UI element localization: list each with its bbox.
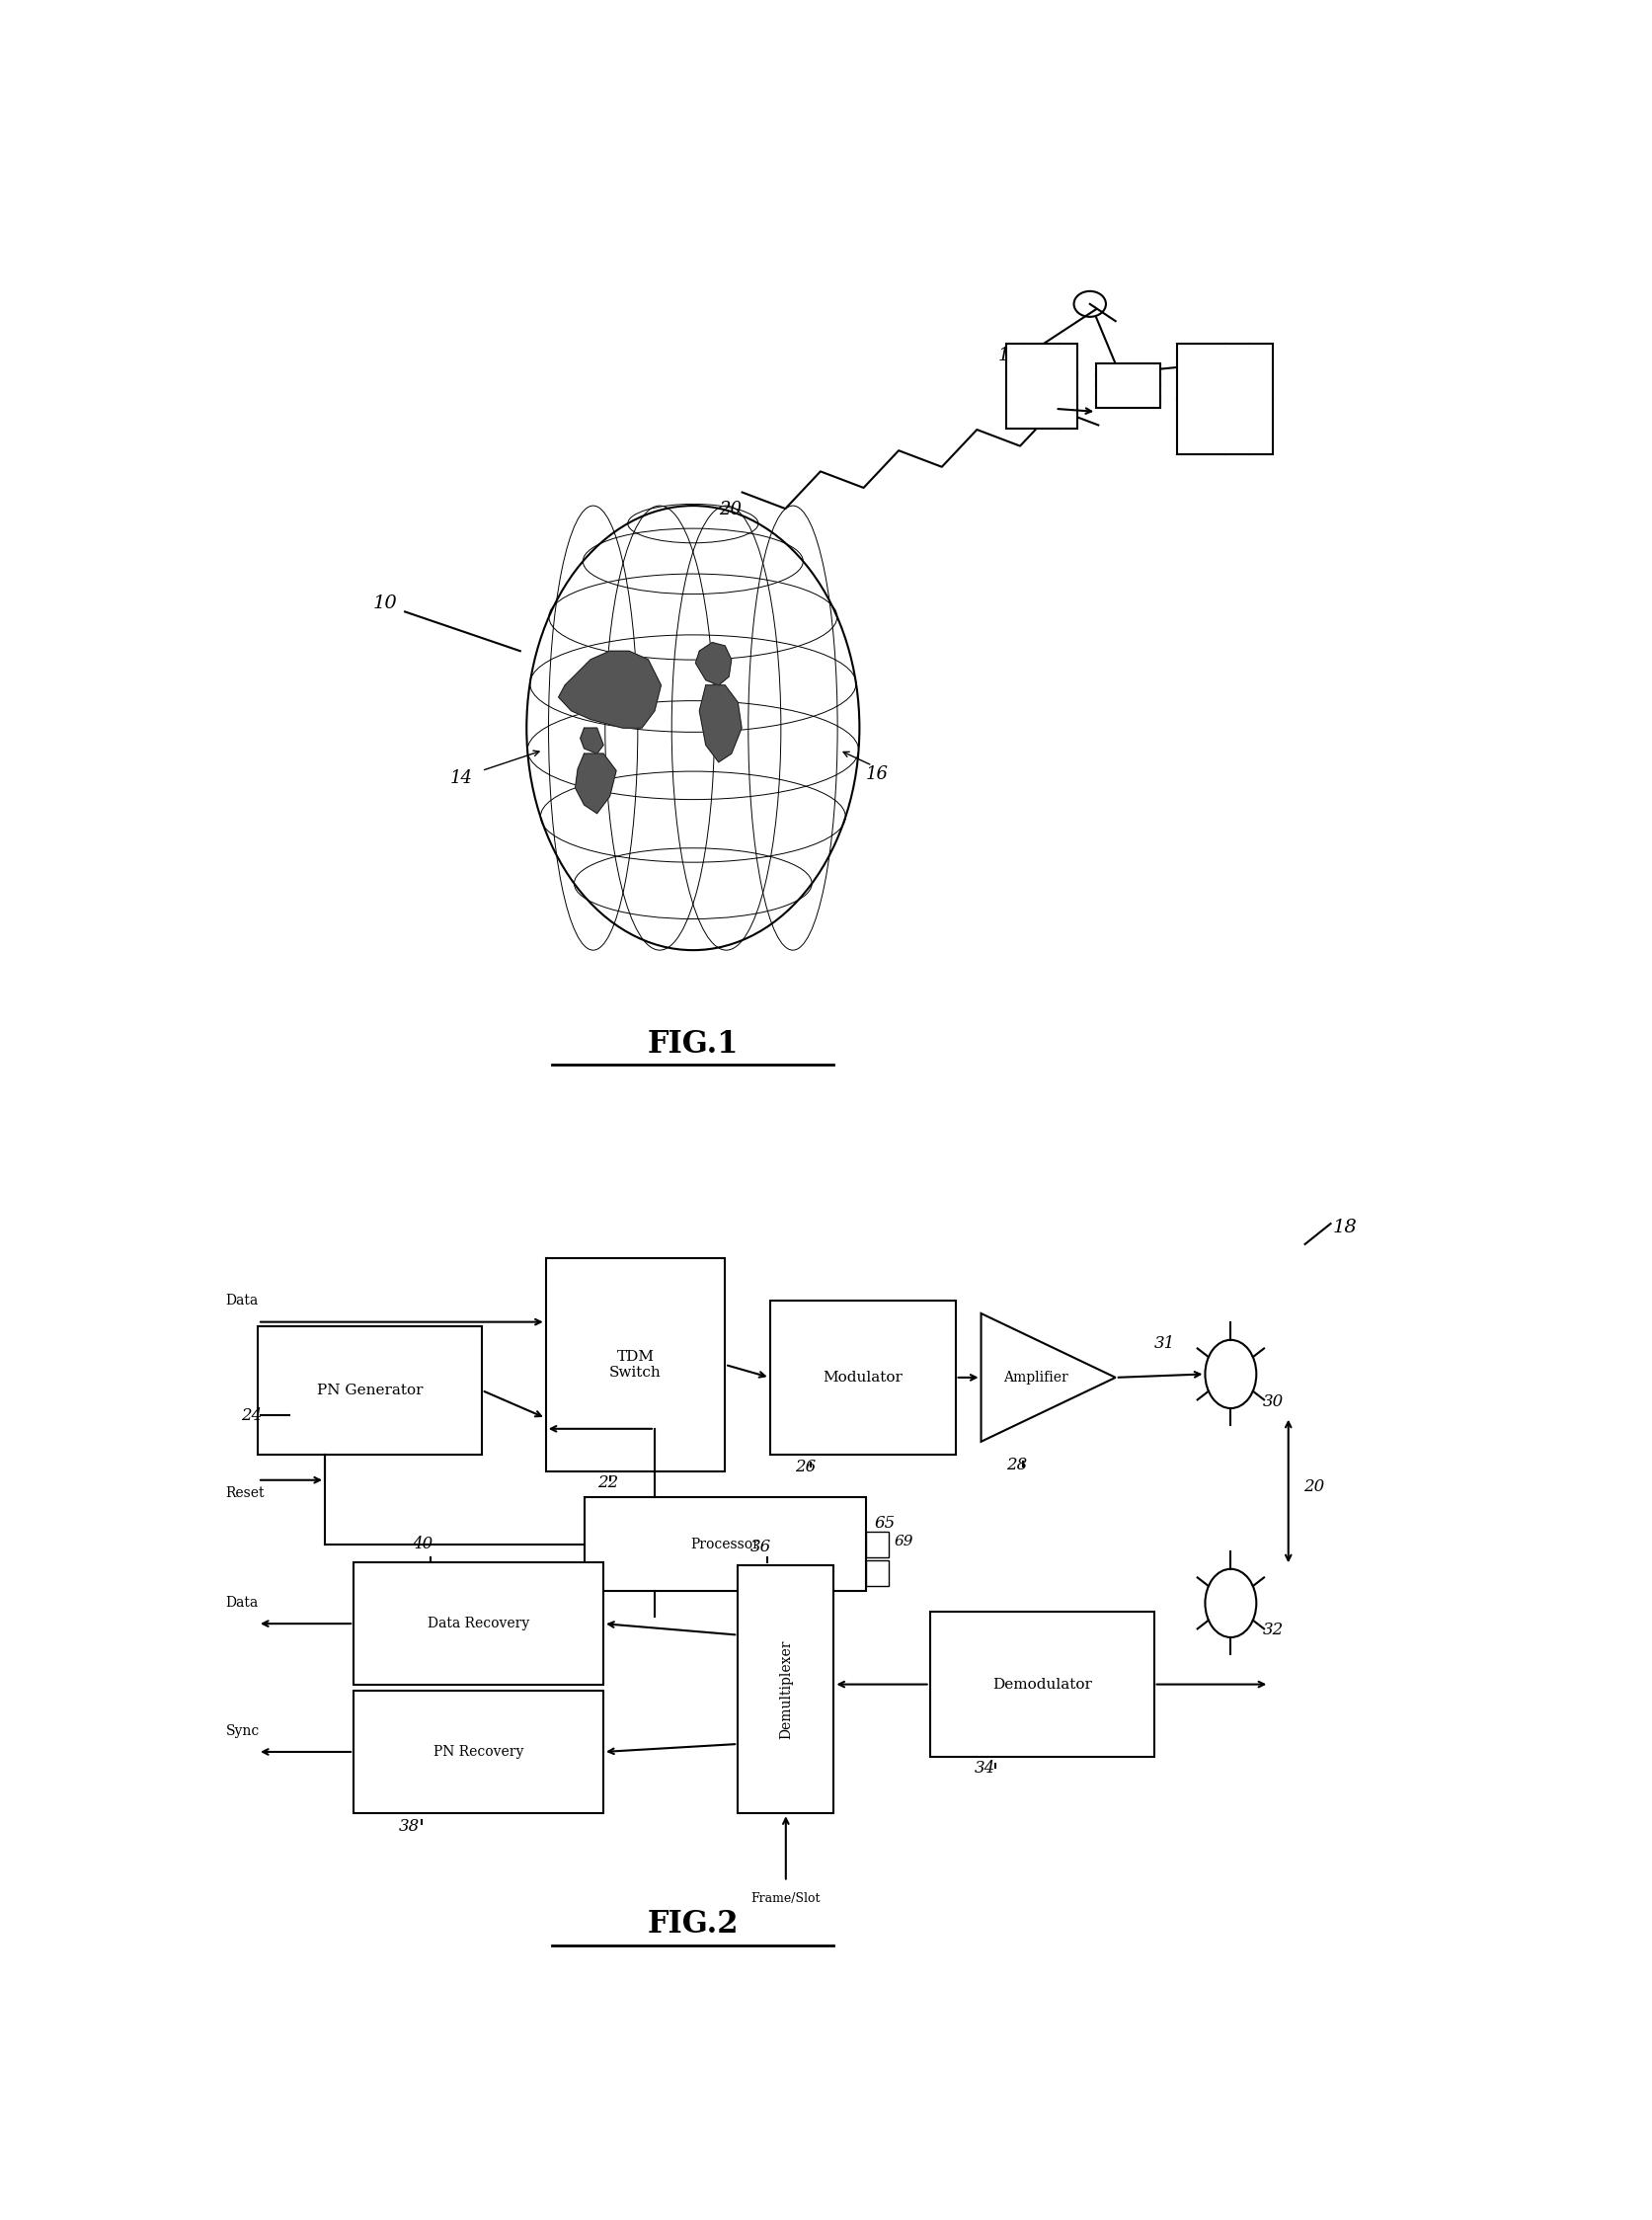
Text: 20: 20: [719, 500, 742, 517]
Text: Demodulator: Demodulator: [993, 1678, 1092, 1692]
Polygon shape: [558, 650, 661, 728]
FancyBboxPatch shape: [354, 1563, 603, 1685]
Text: Reset: Reset: [226, 1487, 264, 1501]
FancyBboxPatch shape: [258, 1325, 482, 1454]
FancyBboxPatch shape: [866, 1561, 889, 1585]
Polygon shape: [699, 686, 742, 761]
FancyBboxPatch shape: [1006, 344, 1077, 428]
Text: 10: 10: [373, 595, 398, 613]
Text: Modulator: Modulator: [823, 1370, 902, 1385]
Text: Timing: Timing: [555, 1610, 598, 1623]
Text: 18: 18: [1333, 1219, 1358, 1237]
Text: 65: 65: [876, 1514, 895, 1532]
Text: PN Generator: PN Generator: [317, 1383, 423, 1396]
Text: Data Recovery: Data Recovery: [428, 1616, 530, 1629]
Text: 34: 34: [975, 1760, 996, 1776]
Text: Processor: Processor: [691, 1536, 760, 1552]
Polygon shape: [575, 753, 616, 813]
FancyBboxPatch shape: [738, 1565, 834, 1814]
Text: 28: 28: [1006, 1456, 1028, 1474]
Text: 67: 67: [783, 1596, 803, 1612]
FancyBboxPatch shape: [1097, 364, 1160, 408]
Text: Demultiplexer: Demultiplexer: [780, 1641, 793, 1738]
Polygon shape: [580, 728, 603, 753]
Text: 12: 12: [1231, 355, 1254, 373]
Text: Data: Data: [226, 1294, 258, 1308]
Text: 26: 26: [796, 1459, 816, 1476]
Text: Frame/Slot: Frame/Slot: [752, 1891, 821, 1905]
Text: 32: 32: [1262, 1621, 1284, 1638]
Text: 69: 69: [894, 1534, 914, 1547]
Text: 22: 22: [596, 1474, 618, 1492]
Text: Amplifier: Amplifier: [1003, 1370, 1067, 1385]
FancyBboxPatch shape: [354, 1689, 603, 1814]
Text: 14: 14: [449, 768, 472, 786]
FancyBboxPatch shape: [545, 1259, 725, 1472]
Text: FIG.2: FIG.2: [648, 1909, 738, 1940]
Text: Data: Data: [226, 1596, 258, 1610]
FancyBboxPatch shape: [930, 1612, 1153, 1756]
Text: 31: 31: [1153, 1336, 1175, 1352]
FancyBboxPatch shape: [585, 1496, 866, 1592]
Text: 24: 24: [241, 1407, 263, 1425]
Text: Sync: Sync: [226, 1725, 259, 1738]
FancyBboxPatch shape: [770, 1301, 955, 1454]
Text: 38: 38: [398, 1818, 420, 1834]
Text: FIG.1: FIG.1: [648, 1028, 738, 1059]
FancyBboxPatch shape: [866, 1532, 889, 1556]
Polygon shape: [695, 642, 732, 686]
Text: 20: 20: [1303, 1479, 1325, 1494]
Text: 40: 40: [411, 1536, 433, 1552]
FancyBboxPatch shape: [1176, 344, 1274, 455]
Text: 18: 18: [998, 346, 1021, 364]
Text: 30: 30: [1262, 1394, 1284, 1410]
Text: 36: 36: [750, 1538, 771, 1556]
Text: 16: 16: [866, 766, 889, 784]
Text: PN Recovery: PN Recovery: [433, 1745, 524, 1758]
Text: TDM
Switch: TDM Switch: [610, 1350, 661, 1379]
